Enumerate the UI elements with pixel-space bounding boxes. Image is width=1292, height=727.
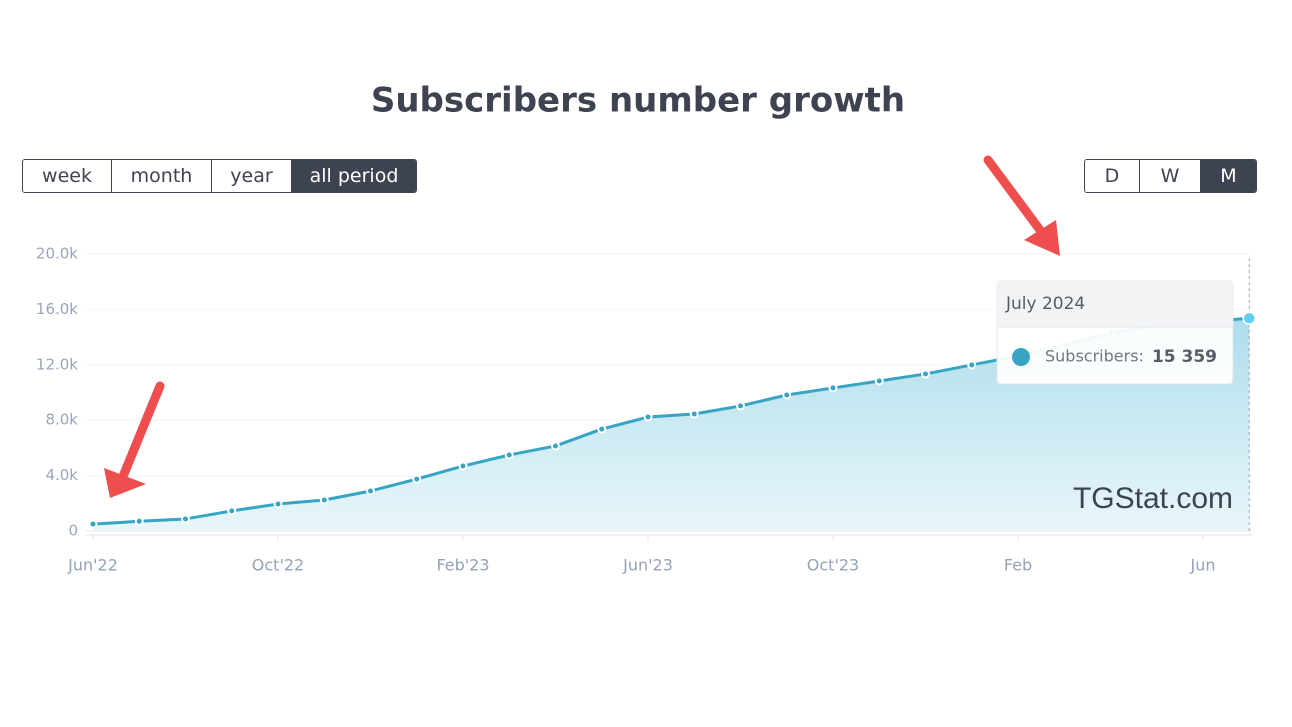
toggle-button[interactable]: all period [291,160,416,192]
point [551,441,560,451]
point [782,390,792,400]
point [828,383,838,393]
x-tick-label: Feb [1004,556,1032,575]
y-tick-label: 12.0k [36,355,78,373]
y-tick-label: 20.0k [36,245,78,263]
y-tick-label: 4.0k [45,466,78,484]
tooltip-label: Subscribers: [1045,347,1144,366]
point [134,516,144,526]
point [736,401,745,411]
y-tick-label: 8.0k [45,411,78,429]
point [227,506,237,516]
point [412,474,422,484]
toggle-button[interactable]: year [211,160,291,192]
point [874,376,884,386]
x-tick-label: Jun'22 [67,556,118,575]
x-tick-label: Feb'23 [436,556,489,575]
x-tick-label: Oct'23 [807,556,859,575]
toggle-button[interactable]: W [1139,160,1200,192]
tooltip-marker [1012,348,1030,366]
chart-title: Subscribers number growth [371,81,905,121]
toggle-button[interactable]: week [23,160,111,192]
point [181,514,190,524]
arrow [104,381,165,498]
point [689,409,699,419]
point [504,450,514,460]
point [319,495,329,505]
toggle-button[interactable]: D [1085,160,1139,192]
point [1242,311,1256,326]
point [366,486,375,496]
arrow [983,155,1060,256]
y-tick-label: 16.0k [36,300,78,318]
point [88,519,98,529]
point [967,360,977,370]
toggle-button[interactable]: month [111,160,211,192]
point [597,424,607,434]
tooltip-header [997,281,1233,327]
period-buttons: week month year all period [22,159,417,193]
toggle-button[interactable]: M [1200,160,1256,192]
point [273,499,283,509]
area [93,318,1250,531]
point [458,461,468,471]
tooltip-value: 15 359 [1152,347,1217,367]
watermark: TGStat.com [1073,482,1233,515]
point [643,412,653,422]
tooltip-title: July 2024 [1005,294,1085,314]
x-tick-label: Jun [1190,556,1216,575]
x-tick-label: Jun'23 [622,556,673,575]
y-tick-label: 0 [68,522,78,540]
x-tick-label: Oct'22 [252,556,304,575]
point [921,369,930,379]
